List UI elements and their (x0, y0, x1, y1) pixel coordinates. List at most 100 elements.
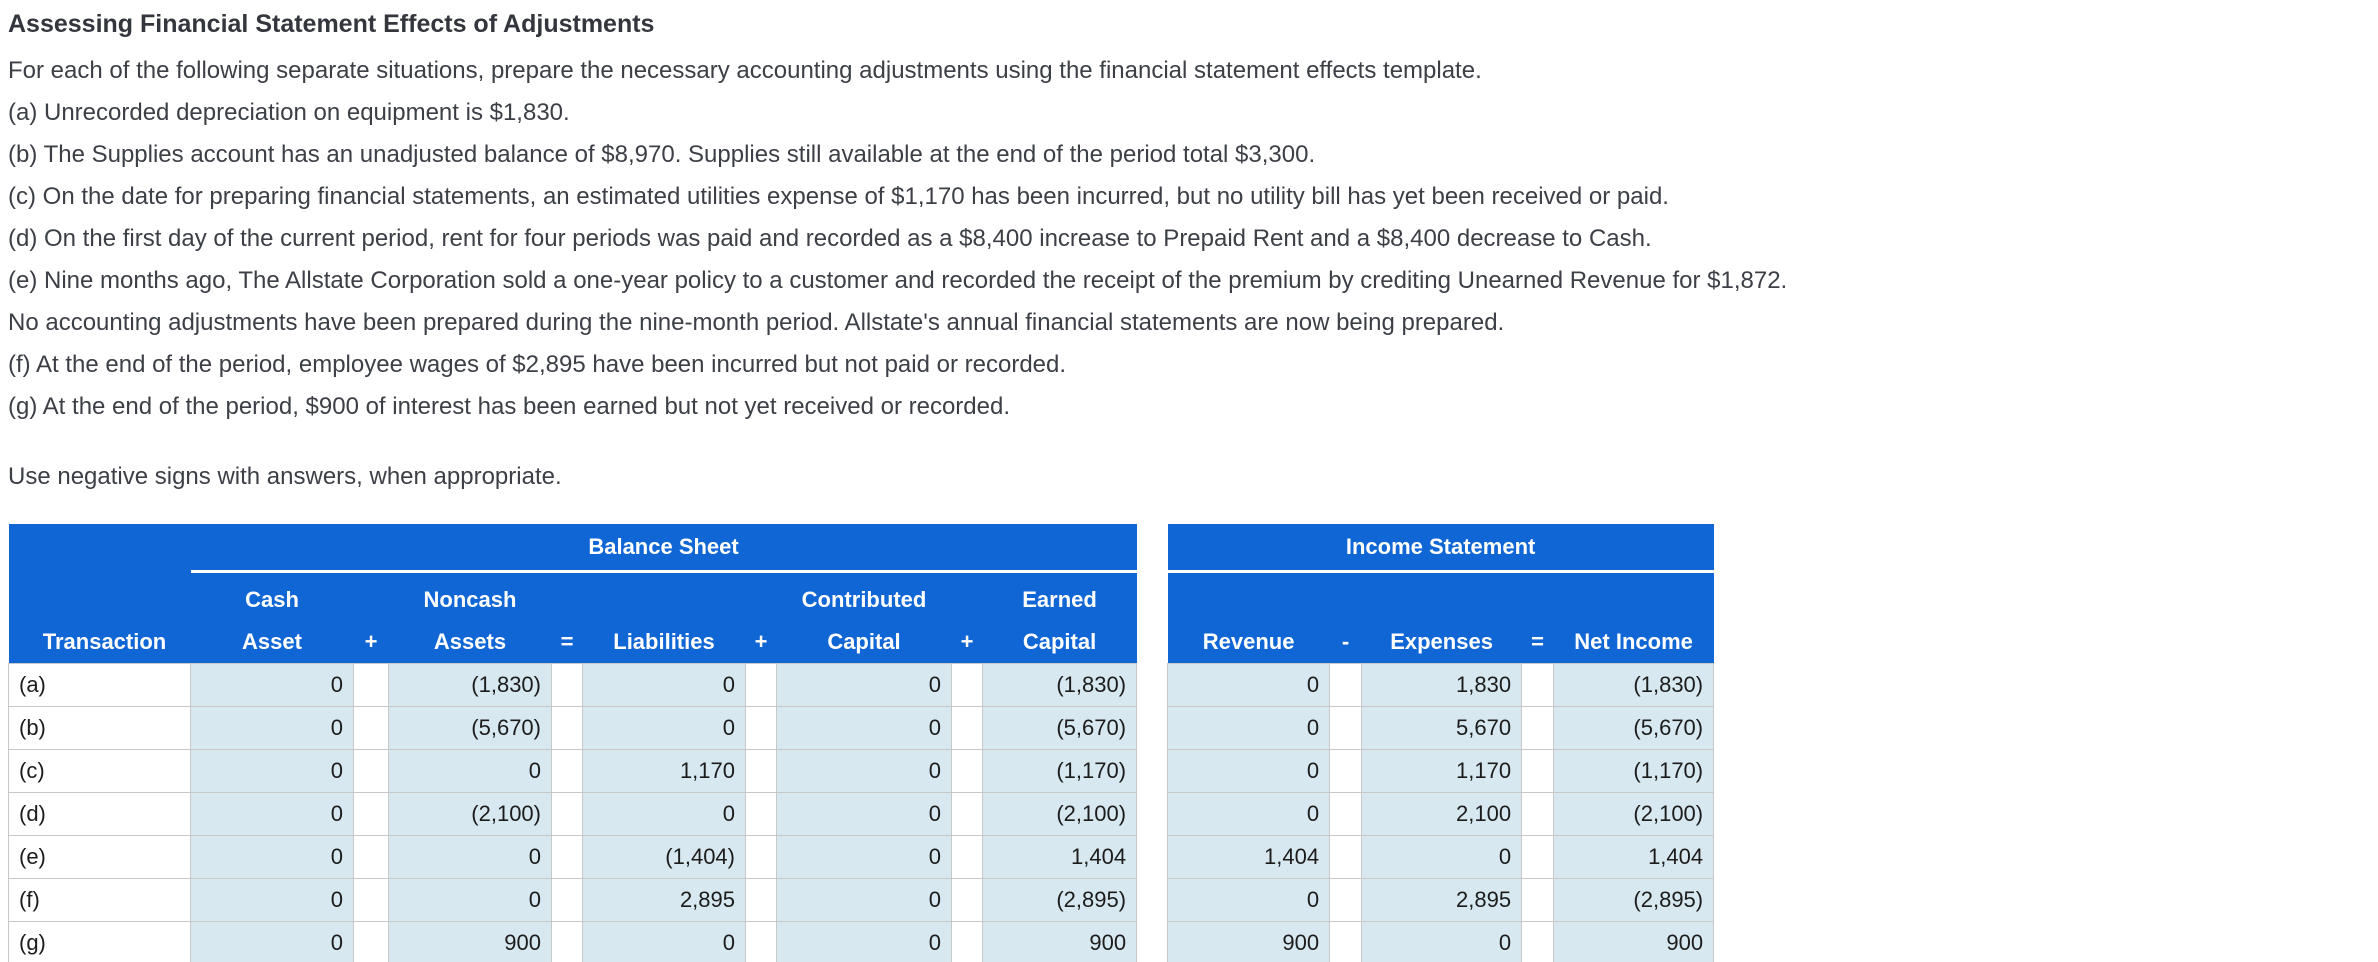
column-gap (951, 792, 983, 836)
contributed-capital-input[interactable]: 0 (776, 921, 952, 962)
column-gap (951, 749, 983, 793)
noncash-assets-input[interactable]: (2,100) (388, 792, 552, 836)
income-statement-table: Income Statement Revenue - Expenses = Ne… (1167, 524, 1715, 962)
contributed-capital-input[interactable]: 0 (776, 835, 952, 879)
noncash-assets-input[interactable]: (1,830) (388, 663, 552, 707)
contributed-capital-input[interactable]: 0 (776, 792, 952, 836)
column-gap (951, 663, 983, 707)
expenses-input[interactable]: 2,895 (1361, 878, 1523, 922)
cash-asset-input[interactable]: 0 (190, 706, 354, 750)
net-income-input[interactable]: (2,895) (1553, 878, 1715, 922)
column-gap (353, 835, 389, 879)
column-gap (551, 749, 583, 793)
expenses-input[interactable]: 5,670 (1361, 706, 1523, 750)
expenses-input[interactable]: 0 (1361, 835, 1523, 879)
table-row-d: (d) 0 (2,100) 0 0 (2,100) (8, 792, 1138, 836)
earned-capital-input[interactable]: (5,670) (981, 706, 1138, 750)
transaction-label: (g) (8, 921, 191, 962)
expenses-input[interactable]: 0 (1361, 921, 1523, 962)
column-gap (551, 878, 583, 922)
contributed-capital-input[interactable]: 0 (776, 749, 952, 793)
column-gap (1521, 921, 1555, 962)
revenue-input[interactable]: 0 (1167, 792, 1331, 836)
cash-asset-header-top: Cash (190, 571, 354, 613)
expenses-input[interactable]: 1,830 (1361, 663, 1523, 707)
column-gap (1329, 749, 1363, 793)
liabilities-input[interactable]: 0 (582, 792, 746, 836)
instruction-line-a: (a) Unrecorded depreciation on equipment… (8, 99, 570, 126)
net-income-input[interactable]: 1,404 (1553, 835, 1715, 879)
balance-sheet-table: Balance Sheet Cash Noncash Contributed E… (8, 524, 1138, 962)
column-gap (1329, 921, 1363, 962)
liabilities-input[interactable]: 2,895 (582, 878, 746, 922)
liabilities-header: Liabilities (582, 613, 746, 664)
noncash-assets-input[interactable]: 0 (388, 878, 552, 922)
minus-operator: - (1329, 613, 1362, 664)
cash-asset-input[interactable]: 0 (190, 921, 354, 962)
revenue-input[interactable]: 0 (1167, 663, 1331, 707)
contributed-capital-input[interactable]: 0 (776, 663, 952, 707)
contributed-capital-header-top: Contributed (776, 571, 952, 613)
liabilities-input[interactable]: 0 (582, 921, 746, 962)
revenue-input[interactable]: 0 (1167, 878, 1331, 922)
table-row-b: (b) 0 (5,670) 0 0 (5,670) (8, 706, 1138, 750)
revenue-input[interactable]: 0 (1167, 749, 1331, 793)
earned-capital-input[interactable]: (2,100) (981, 792, 1138, 836)
net-income-input[interactable]: 900 (1553, 921, 1715, 962)
net-income-input[interactable]: (2,100) (1553, 792, 1715, 836)
net-income-input[interactable]: (1,170) (1553, 749, 1715, 793)
noncash-assets-header-top: Noncash (388, 571, 552, 613)
header-spacer (8, 571, 191, 613)
column-gap (1329, 706, 1363, 750)
column-gap (551, 706, 583, 750)
noncash-assets-input[interactable]: 0 (388, 749, 552, 793)
earned-capital-input[interactable]: 1,404 (981, 835, 1138, 879)
column-gap (1521, 706, 1555, 750)
column-gap (1329, 835, 1363, 879)
noncash-assets-input[interactable]: 0 (388, 835, 552, 879)
instruction-line-b: (b) The Supplies account has an unadjust… (8, 141, 1316, 168)
expenses-input[interactable]: 2,100 (1361, 792, 1523, 836)
revenue-input[interactable]: 0 (1167, 706, 1331, 750)
liabilities-input[interactable]: 0 (582, 706, 746, 750)
contributed-capital-input[interactable]: 0 (776, 706, 952, 750)
earned-capital-input[interactable]: 900 (981, 921, 1138, 962)
noncash-assets-input[interactable]: 900 (388, 921, 552, 962)
expenses-input[interactable]: 1,170 (1361, 749, 1523, 793)
liabilities-input[interactable]: 1,170 (582, 749, 746, 793)
table-row-a: (a) 0 (1,830) 0 0 (1,830) (8, 663, 1138, 707)
cash-asset-input[interactable]: 0 (190, 878, 354, 922)
net-income-input[interactable]: (1,830) (1553, 663, 1715, 707)
column-gap (353, 706, 389, 750)
table-row-g: 900 0 900 (1167, 921, 1715, 962)
transaction-header: Transaction (8, 613, 191, 664)
transaction-label: (f) (8, 878, 191, 922)
column-gap (951, 921, 983, 962)
noncash-assets-header-bottom: Assets (388, 613, 552, 664)
noncash-assets-input[interactable]: (5,670) (388, 706, 552, 750)
column-gap (745, 835, 777, 879)
revenue-input[interactable]: 900 (1167, 921, 1331, 962)
cash-asset-input[interactable]: 0 (190, 835, 354, 879)
liabilities-input[interactable]: 0 (582, 663, 746, 707)
liabilities-input[interactable]: (1,404) (582, 835, 746, 879)
revenue-input[interactable]: 1,404 (1167, 835, 1331, 879)
earned-capital-input[interactable]: (2,895) (981, 878, 1138, 922)
negative-signs-note: Use negative signs with answers, when ap… (8, 463, 562, 490)
column-gap (353, 792, 389, 836)
contributed-capital-input[interactable]: 0 (776, 878, 952, 922)
column-gap (951, 706, 983, 750)
earned-capital-input[interactable]: (1,170) (981, 749, 1138, 793)
instruction-line-g: (g) At the end of the period, $900 of in… (8, 393, 1010, 420)
column-gap (353, 921, 389, 962)
earned-capital-input[interactable]: (1,830) (981, 663, 1138, 707)
equals-operator: = (1521, 613, 1554, 664)
cash-asset-input[interactable]: 0 (190, 792, 354, 836)
plus-operator: + (353, 613, 389, 664)
expenses-header: Expenses (1361, 613, 1522, 664)
column-gap (745, 663, 777, 707)
cash-asset-input[interactable]: 0 (190, 663, 354, 707)
net-income-header: Net Income (1553, 613, 1714, 664)
net-income-input[interactable]: (5,670) (1553, 706, 1715, 750)
cash-asset-input[interactable]: 0 (190, 749, 354, 793)
